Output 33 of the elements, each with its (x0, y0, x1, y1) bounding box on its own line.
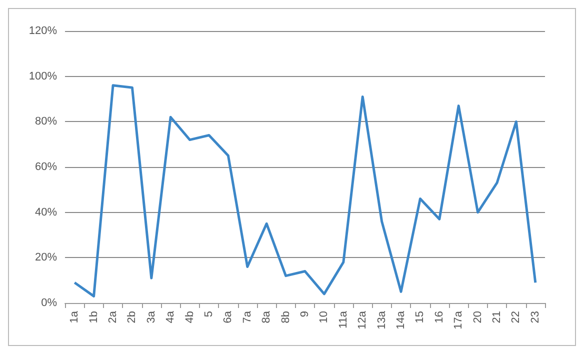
x-tick-label: 14a (395, 310, 407, 330)
x-tick-label: 2a (107, 310, 119, 324)
x-tick-label: 10 (318, 311, 330, 324)
x-tick-label: 4a (164, 310, 177, 324)
x-tick-label: 3a (145, 310, 158, 324)
y-tick-label: 80% (34, 116, 58, 128)
x-tick-label: 6a (222, 310, 234, 324)
x-tick-label: 20 (472, 311, 484, 324)
x-tick-label: 4b (184, 311, 196, 324)
y-tick-label: 20% (34, 252, 58, 264)
x-tick-label: 8a (260, 310, 273, 324)
x-tick-label: 1a (68, 310, 81, 324)
x-tick-label: 12a (356, 310, 369, 330)
line-series (73, 84, 537, 298)
x-tick-label: 1b (88, 311, 100, 324)
y-tick-label: 0% (41, 297, 58, 309)
x-tick-label: 17a (452, 310, 465, 330)
x-tick-label: 8b (280, 311, 292, 324)
y-tick-label: 120% (28, 25, 58, 37)
x-tick-label: 13a (376, 310, 388, 330)
x-tick-label: 7a (241, 310, 254, 324)
y-tick-label: 40% (34, 206, 58, 218)
x-tick-label: 21 (491, 311, 503, 324)
x-tick-label: 9 (299, 311, 311, 318)
y-tick-label: 100% (28, 70, 58, 82)
x-tick-label: 22 (510, 311, 522, 324)
x-tick-label: 16 (433, 311, 446, 324)
x-tick-label: 5 (203, 311, 215, 318)
x-tick-label: 23 (529, 311, 542, 324)
x-tick-label: 15 (414, 311, 426, 324)
x-tick-label: 2b (126, 311, 138, 324)
y-tick-label: 60% (34, 161, 58, 173)
x-tick-label: 11a (337, 310, 350, 329)
